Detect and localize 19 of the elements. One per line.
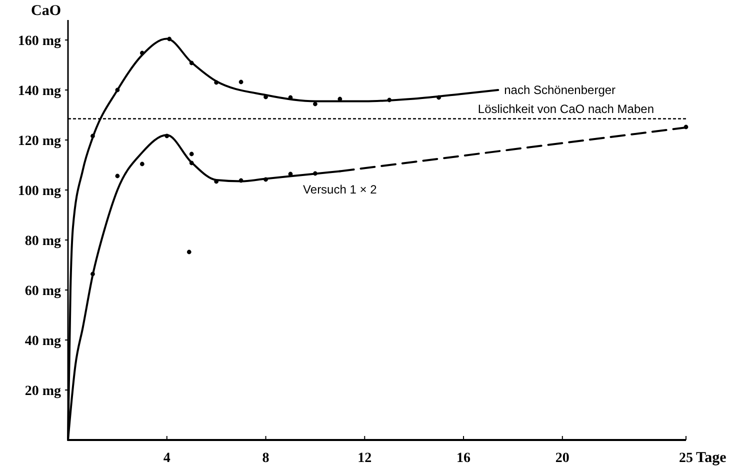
x-tick-label: 20 [555, 451, 570, 466]
y-tick-label: 100 mg [18, 184, 61, 199]
y-tick-label: 140 mg [18, 84, 61, 99]
y-tick-label: 60 mg [24, 284, 61, 299]
x-tick-label: 16 [456, 451, 471, 466]
series-label: nach Schönenberger [504, 83, 616, 97]
x-tick-label: 12 [358, 451, 372, 466]
y-tick-label: 160 mg [18, 34, 61, 49]
series-label: Versuch 1 × 2 [303, 182, 378, 196]
y-axis-title: CaO [31, 3, 61, 19]
y-tick-label: 20 mg [24, 384, 61, 399]
y-tick-label: 80 mg [24, 234, 61, 249]
x-tick-label: 8 [262, 451, 270, 466]
y-tick-label: 40 mg [24, 334, 61, 349]
x-tick-label: 25 [679, 451, 693, 466]
x-axis-title: Tage [696, 450, 727, 466]
ref-line-label: Löslichkeit von CaO nach Maben [478, 102, 654, 116]
x-tick-label: 4 [163, 451, 170, 466]
y-tick-label: 120 mg [18, 134, 61, 149]
